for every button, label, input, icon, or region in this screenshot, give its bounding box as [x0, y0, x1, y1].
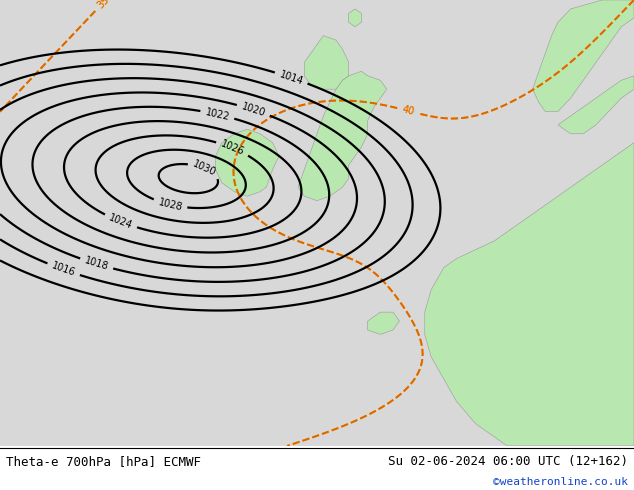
- Polygon shape: [298, 72, 387, 201]
- Polygon shape: [425, 143, 634, 446]
- Text: 35: 35: [95, 0, 111, 11]
- Text: 1020: 1020: [240, 101, 267, 119]
- Text: 1028: 1028: [157, 197, 183, 212]
- Polygon shape: [216, 129, 279, 196]
- Text: Theta-e 700hPa [hPa] ECMWF: Theta-e 700hPa [hPa] ECMWF: [6, 455, 202, 468]
- Polygon shape: [368, 312, 399, 334]
- Text: 1030: 1030: [191, 159, 218, 178]
- Text: 1026: 1026: [219, 139, 246, 157]
- Text: 1022: 1022: [204, 107, 231, 122]
- Text: Su 02-06-2024 06:00 UTC (12+162): Su 02-06-2024 06:00 UTC (12+162): [387, 455, 628, 468]
- Text: 40: 40: [401, 104, 415, 117]
- Text: 1024: 1024: [107, 213, 134, 231]
- Text: 1018: 1018: [84, 255, 110, 272]
- Text: 1016: 1016: [50, 261, 77, 278]
- Text: ©weatheronline.co.uk: ©weatheronline.co.uk: [493, 477, 628, 487]
- Polygon shape: [0, 0, 634, 446]
- Polygon shape: [304, 36, 349, 89]
- Polygon shape: [349, 9, 361, 27]
- Text: 40: 40: [401, 104, 415, 117]
- Polygon shape: [558, 76, 634, 134]
- Text: 35: 35: [95, 0, 111, 11]
- Text: 1014: 1014: [278, 69, 304, 86]
- Polygon shape: [533, 0, 634, 112]
